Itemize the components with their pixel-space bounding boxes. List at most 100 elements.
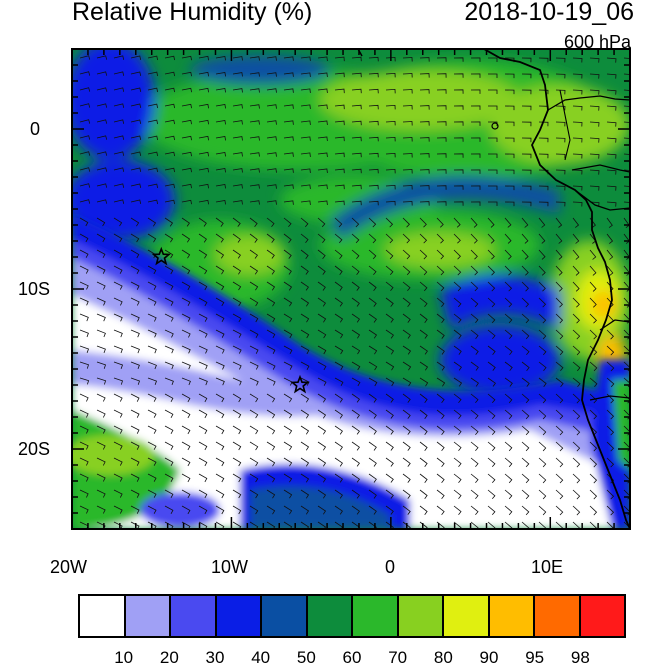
wind-barb-icon bbox=[623, 169, 630, 171]
wind-barb-icon bbox=[453, 281, 462, 292]
wind-barb-icon bbox=[164, 55, 175, 61]
wind-barb-icon bbox=[181, 457, 191, 467]
wind-barb-icon bbox=[232, 457, 242, 467]
wind-barbs bbox=[79, 55, 630, 529]
wind-barb-icon bbox=[589, 249, 597, 260]
wind-barb-icon bbox=[334, 489, 343, 499]
wind-barb-icon bbox=[198, 297, 208, 307]
wind-barb-icon bbox=[266, 152, 277, 157]
wind-barb-icon bbox=[470, 377, 479, 387]
wind-barb-icon bbox=[504, 489, 513, 500]
wind-barb-icon bbox=[453, 249, 461, 260]
wind-barb-icon bbox=[334, 249, 343, 260]
wind-barb-icon bbox=[385, 489, 394, 499]
wind-barb-icon bbox=[215, 265, 225, 275]
wind-barb-icon bbox=[453, 297, 462, 308]
wind-barb-icon bbox=[232, 281, 242, 291]
wind-barb-icon bbox=[215, 104, 226, 109]
wind-barb-icon bbox=[589, 281, 597, 292]
wind-barb-icon bbox=[266, 457, 276, 467]
wind-barb-icon bbox=[470, 409, 479, 420]
wind-barb-icon bbox=[198, 377, 208, 386]
colorbar-box bbox=[171, 596, 217, 636]
wind-barb-icon bbox=[589, 329, 598, 340]
wind-barb-icon bbox=[436, 313, 445, 323]
wind-barb-icon bbox=[487, 281, 496, 292]
wind-barb-icon bbox=[266, 265, 275, 275]
wind-barb-icon bbox=[232, 393, 242, 403]
wind-barb-icon bbox=[623, 393, 630, 404]
wind-barb-icon bbox=[181, 103, 192, 109]
station-markers bbox=[151, 246, 310, 394]
wind-barb-icon bbox=[79, 135, 91, 140]
wind-barb-icon bbox=[436, 105, 447, 110]
wind-barb-icon bbox=[487, 521, 496, 529]
wind-barb-icon bbox=[436, 297, 445, 308]
wind-barb-icon bbox=[198, 199, 209, 205]
wind-barb-icon bbox=[164, 377, 174, 386]
wind-barb-icon bbox=[623, 153, 630, 155]
wind-barb-icon bbox=[351, 377, 361, 387]
wind-barb-icon bbox=[300, 184, 311, 189]
wind-barb-icon bbox=[385, 249, 394, 260]
wind-barb-icon bbox=[198, 249, 208, 259]
wind-barb-icon bbox=[385, 521, 394, 529]
wind-barb-icon bbox=[470, 329, 479, 339]
wind-barb-icon bbox=[164, 473, 174, 482]
wind-barb-icon bbox=[215, 152, 226, 157]
wind-barb-icon bbox=[96, 151, 108, 156]
wind-barb-icon bbox=[419, 265, 428, 276]
wind-barb-icon bbox=[130, 393, 140, 402]
wind-barb-icon bbox=[249, 72, 260, 77]
wind-barb-icon bbox=[555, 489, 564, 500]
wind-barb-icon bbox=[79, 409, 89, 418]
wind-barb-icon bbox=[453, 89, 464, 94]
wind-barb-icon bbox=[368, 56, 379, 62]
wind-barb-icon bbox=[334, 329, 344, 339]
wind-barb-icon bbox=[334, 297, 343, 307]
wind-barb-icon bbox=[436, 345, 445, 355]
wind-barb-icon bbox=[113, 457, 123, 466]
wind-barb-icon bbox=[385, 361, 395, 371]
wind-barb-icon bbox=[470, 393, 479, 404]
wind-barb-icon bbox=[623, 73, 630, 75]
wind-barb-icon bbox=[215, 184, 226, 189]
wind-barb-icon bbox=[351, 265, 360, 275]
wind-barb-icon bbox=[215, 249, 225, 259]
wind-barb-icon bbox=[589, 265, 597, 276]
wind-barb-icon bbox=[181, 441, 191, 451]
wind-barb-icon bbox=[79, 345, 90, 353]
wind-barb-icon bbox=[96, 87, 108, 92]
wind-barb-icon bbox=[488, 73, 498, 78]
wind-barb-icon bbox=[470, 169, 481, 174]
wind-barb-icon bbox=[113, 409, 123, 418]
wind-barb-icon bbox=[487, 489, 496, 500]
wind-barb-icon bbox=[334, 345, 344, 355]
wind-barb-icon bbox=[385, 313, 394, 323]
wind-barb-icon bbox=[555, 89, 566, 95]
wind-barb-icon bbox=[606, 345, 615, 356]
wind-barb-icon bbox=[436, 473, 445, 483]
wind-barb-icon bbox=[385, 200, 396, 206]
wind-barb-icon bbox=[419, 297, 428, 308]
wind-barb-icon bbox=[385, 184, 396, 190]
wind-barb-icon bbox=[488, 153, 498, 158]
wind-barb-icon bbox=[266, 361, 276, 370]
wind-barb-icon bbox=[368, 441, 377, 451]
wind-barb-icon bbox=[130, 409, 140, 418]
wind-barb-icon bbox=[419, 425, 428, 435]
wind-barb-icon bbox=[470, 57, 481, 62]
wind-barb-icon bbox=[181, 217, 190, 227]
wind-barb-icon bbox=[317, 425, 327, 435]
wind-barb-icon bbox=[164, 119, 175, 125]
wind-barb-icon bbox=[436, 505, 445, 515]
wind-barb-icon bbox=[147, 409, 157, 418]
wind-barb-icon bbox=[572, 89, 583, 95]
wind-barb-icon bbox=[572, 329, 581, 340]
wind-barb-icon bbox=[96, 441, 106, 450]
wind-barb-icon bbox=[300, 152, 311, 157]
wind-barb-icon bbox=[300, 409, 310, 419]
wind-barb-icon bbox=[113, 183, 125, 188]
wind-barb-icon bbox=[215, 505, 225, 515]
colorbar-box bbox=[444, 596, 490, 636]
